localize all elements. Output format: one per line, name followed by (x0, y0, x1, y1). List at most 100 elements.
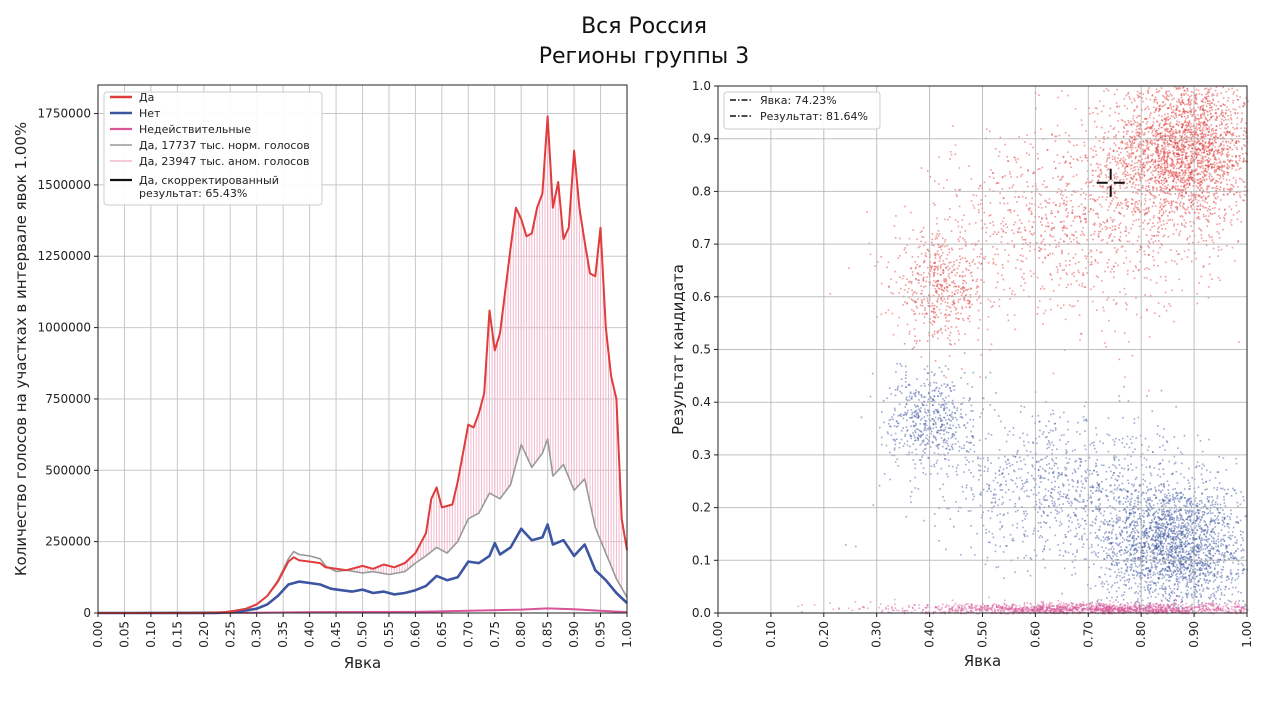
scatter-point (1053, 226, 1055, 229)
scatter-point (1015, 267, 1017, 269)
scatter-point (965, 294, 967, 296)
scatter-point (1192, 144, 1194, 146)
scatter-point (1219, 124, 1221, 126)
scatter-point (1090, 163, 1092, 166)
scatter-point (1163, 159, 1165, 162)
scatter-point (1131, 123, 1133, 125)
scatter-point (928, 272, 930, 275)
scatter-point (1233, 91, 1235, 93)
scatter-point (1126, 107, 1129, 110)
scatter-point (1193, 234, 1196, 237)
scatter-point (1187, 102, 1190, 105)
scatter-point (1191, 503, 1194, 505)
scatter-point (1172, 130, 1174, 133)
scatter-point (1231, 148, 1234, 151)
scatter-point (1112, 187, 1115, 190)
scatter-point (970, 271, 973, 274)
scatter-point (1182, 148, 1184, 151)
scatter-point (1152, 185, 1154, 188)
scatter-point (1203, 111, 1206, 114)
scatter-point (1143, 203, 1146, 205)
scatter-point (1186, 256, 1189, 258)
scatter-point (1124, 121, 1126, 123)
scatter-point (1147, 106, 1149, 108)
scatter-point (951, 295, 954, 297)
scatter-point (1067, 140, 1070, 142)
scatter-point (1208, 496, 1211, 498)
scatter-point (1160, 132, 1163, 134)
scatter-point (1208, 234, 1210, 237)
scatter-point (1029, 270, 1032, 272)
scatter-point (1174, 206, 1177, 209)
scatter-point (1084, 286, 1087, 288)
scatter-point (1067, 183, 1069, 186)
scatter-point (1113, 174, 1115, 176)
scatter-point (1215, 540, 1218, 542)
scatter-point (1177, 144, 1179, 146)
scatter-point (1243, 144, 1245, 146)
scatter-point (1025, 257, 1028, 260)
scatter-point (953, 263, 955, 266)
scatter-point (1153, 166, 1156, 168)
scatter-point (1186, 540, 1189, 542)
scatter-point (1194, 211, 1197, 214)
scatter-point (1162, 212, 1165, 215)
scatter-point (1245, 122, 1247, 125)
scatter-point (949, 158, 951, 160)
scatter-point (1164, 151, 1166, 154)
scatter-point (1137, 173, 1140, 175)
scatter-point (1176, 208, 1179, 211)
scatter-point (1220, 576, 1223, 579)
scatter-point (1178, 530, 1181, 532)
scatter-point (1167, 200, 1169, 203)
scatter-point (1118, 211, 1120, 214)
scatter-point (1044, 309, 1047, 312)
scatter-point (901, 277, 904, 280)
scatter-point (1169, 171, 1171, 173)
scatter-point (1127, 201, 1129, 203)
scatter-point (1238, 210, 1240, 213)
scatter-point (938, 253, 940, 256)
scatter-point (1184, 172, 1186, 174)
scatter-point (1190, 172, 1192, 175)
scatter-point (948, 306, 950, 308)
scatter-point (1091, 179, 1094, 182)
scatter-point (1206, 95, 1208, 98)
scatter-point (1130, 532, 1133, 534)
scatter-point (923, 260, 926, 263)
scatter-point (1172, 164, 1174, 167)
scatter-point (1064, 161, 1067, 163)
scatter-point (1158, 573, 1161, 576)
scatter-point (1164, 532, 1166, 534)
no-series-line (98, 523, 628, 615)
scatter-point (1086, 255, 1089, 258)
scatter-point (1169, 117, 1172, 120)
scatter-point (930, 310, 933, 313)
scatter-point (1202, 156, 1204, 159)
scatter-point (1067, 283, 1069, 286)
scatter-point (1176, 206, 1179, 209)
scatter-point (1106, 186, 1109, 189)
scatter-point (1231, 160, 1234, 162)
scatter-point (982, 257, 985, 259)
scatter-point (1192, 157, 1194, 159)
scatter-point (1090, 181, 1093, 183)
scatter-point (1160, 505, 1163, 507)
scatter-point (1162, 150, 1165, 153)
scatter-point (1159, 132, 1162, 134)
scatter-point (1028, 220, 1030, 223)
scatter-point (1176, 146, 1178, 149)
scatter-point (1011, 290, 1014, 292)
scatter-point (949, 314, 951, 316)
scatter-point (1126, 303, 1128, 306)
scatter-point (1191, 200, 1193, 203)
scatter-point (1176, 120, 1178, 123)
scatter-point (1204, 135, 1207, 138)
scatter-point (1108, 205, 1111, 208)
scatter-point (1197, 165, 1199, 168)
scatter-point (1207, 168, 1210, 171)
scatter-point (1126, 165, 1129, 167)
scatter-point (1169, 169, 1172, 171)
scatter-point (1158, 171, 1160, 173)
scatter-point (1201, 584, 1203, 586)
